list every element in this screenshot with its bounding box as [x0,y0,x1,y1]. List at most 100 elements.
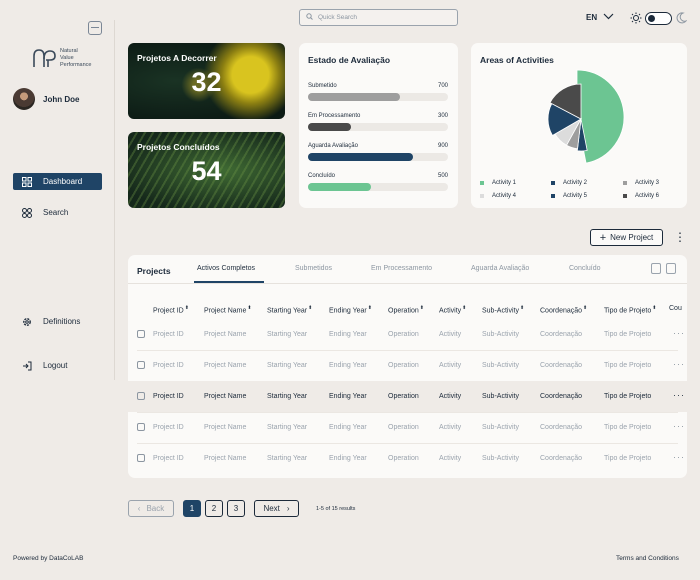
search-input[interactable]: Quick Search [299,9,458,26]
active-tab-indicator [194,281,264,283]
completed-projects-card[interactable]: Projetos Concluídos 54 [128,132,285,208]
page-button-3[interactable]: 3 [227,500,245,517]
row-checkbox[interactable] [137,330,145,338]
row-actions-icon[interactable]: ··· [673,421,685,431]
sort-icon[interactable]: ⬍ [652,305,657,311]
tabs-divider [128,283,687,284]
progress-fill [308,153,413,161]
table-row[interactable]: Project ID Project Name Starting Year Endin… [128,412,687,443]
progress-label: Submetido [308,83,337,89]
sort-icon[interactable]: ⬍ [184,305,189,311]
page-button-1[interactable]: 1 [183,500,201,517]
table-cell: Project ID [153,393,184,400]
column-header[interactable]: Operation⬍ [388,305,424,314]
row-divider [137,412,678,413]
tab-aguarda-avaliacao[interactable]: Aguarda Avaliação [471,265,530,272]
table-row[interactable]: Project ID Project Name Starting Year Endin… [128,350,687,381]
column-header[interactable]: Tipo de Projeto⬍ [604,305,656,314]
row-actions-icon[interactable]: ··· [673,390,685,400]
column-header[interactable]: Ending Year⬍ [329,305,372,314]
tab-concluido[interactable]: Concluído [569,265,601,272]
language-select[interactable]: EN [586,13,598,22]
table-cell: Sub-Activity [482,424,519,431]
table-cell: Activity [439,424,462,431]
progress-track [308,153,448,161]
column-header[interactable]: Project Name⬍ [204,305,252,314]
column-header-label: Activity [439,307,462,315]
table-cell: Operation [388,331,419,338]
table-cell: Project Name [204,455,247,462]
table-cell: Operation [388,362,419,369]
column-header-label: Cou [669,305,682,312]
scroll-left-button[interactable] [651,263,661,274]
sort-icon[interactable]: ⬍ [419,305,424,311]
table-row[interactable]: Project ID Project Name Starting Year Endin… [128,319,687,350]
page-button-2[interactable]: 2 [205,500,223,517]
sidebar-item-dashboard[interactable]: Dashboard [13,173,102,190]
table-cell: Project ID [153,331,184,338]
table-cell: Project Name [204,424,247,431]
column-header[interactable]: Coordenação⬍ [540,305,587,314]
pagination-back-button[interactable]: ‹ Back [128,500,174,517]
row-checkbox[interactable] [137,361,145,369]
sidebar-item-search[interactable]: Search [13,204,102,221]
collapse-sidebar-button[interactable] [88,21,102,35]
column-header[interactable]: Sub-Activity⬍ [482,305,524,314]
logo-icon [33,49,56,67]
terms-link[interactable]: Terms and Conditions [616,555,679,562]
table-cell: Sub-Activity [482,362,519,369]
sidebar-item-logout[interactable]: Logout [13,357,102,374]
progress-fill [308,93,401,101]
table-cell: Project Name [204,362,247,369]
table-cell: Ending Year [329,455,367,462]
logo-text-line: Performance [60,62,92,68]
sort-icon[interactable]: ⬍ [367,305,372,311]
table-cell: Project ID [153,424,184,431]
scroll-right-button[interactable] [666,263,676,274]
progress-track [308,183,448,191]
table-row[interactable]: Project ID Project Name Starting Year Endin… [128,443,687,474]
ongoing-projects-card[interactable]: Projetos A Decorrer 32 [128,43,285,119]
new-project-button[interactable]: + New Project [590,229,663,246]
column-header[interactable]: Project ID⬍ [153,305,189,314]
theme-toggle[interactable] [645,12,672,25]
chevron-down-icon[interactable] [603,13,614,22]
grid-icon [22,176,32,187]
row-actions-icon[interactable]: ··· [673,452,685,462]
logo-text-line: Natural [60,48,78,54]
table-cell: Tipo de Projeto [604,393,652,400]
progress-em-processamento: Em Processamento 300 [308,113,448,131]
sort-icon[interactable]: ⬍ [462,305,467,311]
table-row[interactable]: Project ID Project Name Starting Year Endin… [128,381,687,412]
table-cell: Project ID [153,455,184,462]
row-actions-icon[interactable]: ··· [673,328,685,338]
row-checkbox[interactable] [137,392,145,400]
sort-icon[interactable]: ⬍ [583,305,588,311]
sidebar-item-definitions[interactable]: Definitions [13,313,102,330]
sort-icon[interactable]: ⬍ [308,305,313,311]
logout-icon [22,361,32,371]
pie-slice-1[interactable] [576,69,625,164]
sort-icon[interactable]: ⬍ [247,305,252,311]
column-header[interactable]: Cou [669,305,682,312]
pagination-next-button[interactable]: Next › [254,500,299,517]
table-cell: Project ID [153,362,184,369]
column-header[interactable]: Starting Year⬍ [267,305,312,314]
row-checkbox[interactable] [137,423,145,431]
tab-submetidos[interactable]: Submetidos [295,265,332,272]
projects-label: Projects [137,266,171,276]
table-cell: Operation [388,455,419,462]
legend-item-activity-3: Activity 3 [623,180,659,186]
progress-label: Em Processamento [308,113,361,119]
avatar[interactable] [13,88,35,110]
pie-slice-2[interactable] [576,118,588,152]
progress-value: 500 [437,173,448,179]
row-actions-icon[interactable]: ··· [673,359,685,369]
more-options-icon[interactable]: ⋮ [674,230,686,244]
tab-em-processamento[interactable]: Em Processamento [371,265,433,272]
column-header[interactable]: Activity⬍ [439,305,466,314]
sort-icon[interactable]: ⬍ [519,305,525,311]
tab-activos-completos[interactable]: Activos Completos [197,265,255,272]
row-checkbox[interactable] [137,454,145,462]
pie-slice-6[interactable] [549,83,582,120]
